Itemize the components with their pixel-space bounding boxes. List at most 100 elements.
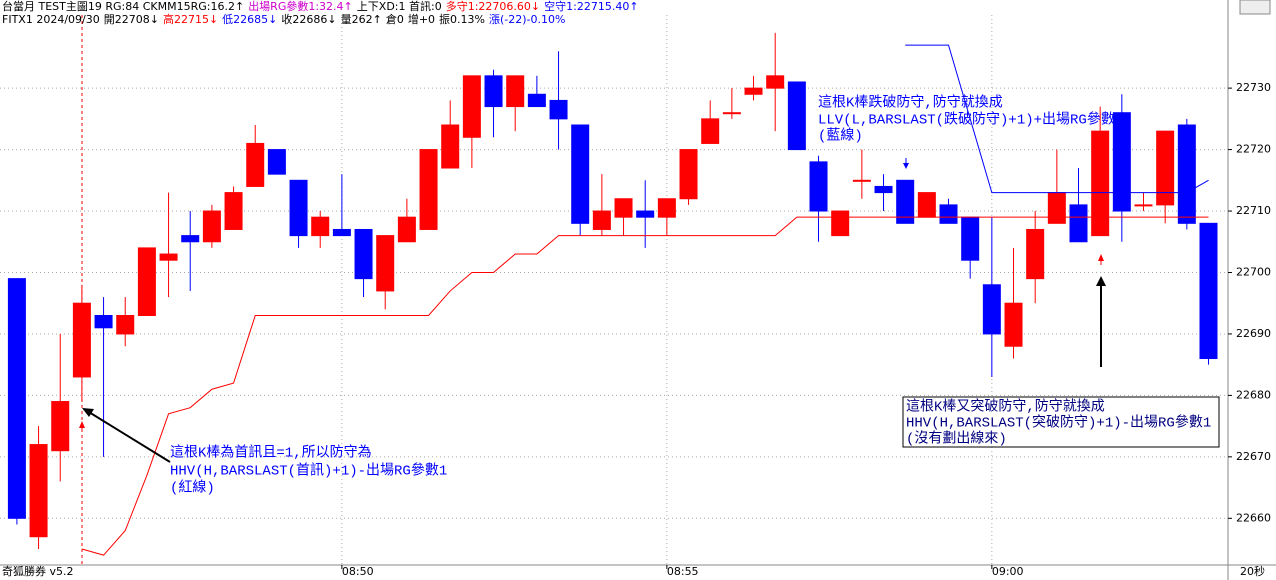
candle-body [354, 228, 373, 280]
arrow-head [82, 408, 94, 417]
candle-body [1091, 130, 1110, 237]
header-item: 增+0 [408, 12, 435, 26]
candle-body [722, 112, 741, 115]
candle-body [116, 315, 135, 335]
candle-body [917, 192, 936, 218]
candle-body [462, 75, 481, 138]
signal-arrow [903, 163, 909, 169]
annotation-text: 這根K棒為首訊且=1,所以防守為 [170, 445, 372, 462]
candle-body [831, 210, 850, 237]
x-tick-label: 08:50 [342, 565, 374, 578]
candle-body [397, 216, 416, 243]
candle-body [202, 210, 221, 243]
annotation-2: 這根K棒跌破防守,防守就換成 LLV(L,BARSLAST(跌破防守)+1)+出… [818, 95, 1123, 145]
candle-body [961, 216, 980, 261]
signal-arrow [79, 421, 85, 428]
candle-body [506, 75, 525, 108]
annotation-1: 這根K棒為首訊且=1,所以防守為 HHV(H,BARSLAST(首訊)+1)-出… [82, 408, 447, 497]
header-item: 倉0 [386, 12, 404, 26]
candle-body [636, 210, 655, 218]
period-label: 20秒 [1240, 564, 1265, 578]
candle-body [982, 284, 1001, 335]
candle-body [29, 444, 48, 538]
candle-body [484, 75, 503, 108]
candle-body [311, 216, 330, 237]
header-item: FITX1 2024/09/30 [2, 13, 100, 26]
header-item: 振0.13% [439, 12, 485, 26]
candle-body [592, 210, 611, 230]
annotation-box [902, 396, 1220, 448]
candle-body [549, 99, 568, 120]
candle-body [1134, 204, 1153, 207]
candle-body [1177, 124, 1196, 224]
y-tick-label: 22690 [1236, 327, 1271, 340]
annotation-3: 這根K棒又突破防守,防守就換成 HHV(H,BARSLAST(突破防守)+1)-… [902, 276, 1220, 448]
candle-body [376, 235, 395, 292]
annotation-text: 這根K棒又突破防守,防守就換成 [906, 399, 1105, 416]
candle-body [51, 401, 70, 452]
candle-body [571, 124, 590, 224]
annotation-text: (沒有劃出線來) [906, 430, 1007, 448]
candle-body [7, 278, 26, 519]
header: 台當月 TEST主圖19 RG:84 CKMM15RG:16.2↑ 出場RG參數1… [2, 0, 639, 26]
header-item: 高22715↓ [163, 12, 218, 26]
candle-body [159, 253, 178, 261]
candle-body [896, 179, 915, 224]
signal-arrow [1098, 254, 1104, 261]
header-line: 台當月 TEST主圖19 RG:84 CKMM15RG:16.2↑ 出場RG參數1… [2, 0, 639, 13]
candle-body [766, 75, 785, 89]
candle-body [441, 124, 460, 169]
annotation-text: 這根K棒跌破防守,防守就換成 [818, 95, 1003, 112]
candle-body [1047, 192, 1066, 224]
candle-body [1004, 302, 1023, 347]
candle-body [419, 149, 438, 230]
x-tick-label: 08:55 [667, 565, 699, 578]
candle-body [267, 149, 286, 175]
candle-body [939, 204, 958, 224]
candle-body [809, 161, 828, 212]
arrow [83, 408, 171, 463]
candle-body [614, 198, 633, 218]
candle-body [527, 93, 546, 108]
header-item: 收22686↓ [281, 12, 336, 26]
footer: 奇狐勝券 v5.2 [2, 564, 74, 578]
candle-body [332, 228, 351, 237]
header-item: 上下XD:1 首訊:0 [357, 0, 442, 13]
candle-body [679, 149, 698, 200]
header-line: FITX1 2024/09/30 開22708↓ 高22715↓ 低22685↓ 收22… [2, 12, 565, 26]
window-button[interactable] [1239, 0, 1271, 15]
header-item: 量262↑ [341, 13, 382, 26]
arrow-head [1096, 276, 1106, 286]
candle-body [787, 81, 806, 151]
y-tick-label: 22720 [1236, 143, 1271, 156]
candle-body [1199, 222, 1218, 360]
annotation-text: HHV(H,BARSLAST(首訊)+1)-出場RG參數1 [170, 463, 447, 480]
header-item: 出場RG參數1:32.4↑ [248, 0, 353, 13]
candle-body [224, 192, 243, 230]
candle-body [657, 198, 676, 218]
header-item: 台當月 TEST主圖19 RG:84 CKMM15RG:16.2↑ [2, 0, 244, 13]
header-item: 漲(-22)-0.10% [489, 13, 565, 26]
annotation-text: (藍線) [818, 128, 863, 145]
header-item: 空守1:22715.40↑ [544, 0, 638, 13]
candle-body [744, 87, 763, 95]
candle-body [701, 118, 720, 144]
y-tick-label: 22710 [1236, 204, 1271, 217]
header-item: 多守1:22706.60↓ [446, 0, 540, 13]
candle-body [94, 315, 113, 329]
annotation-text: LLV(L,BARSLAST(跌破防守)+1)+出場RG參數1 [818, 112, 1123, 129]
candle-body [1156, 130, 1175, 206]
candle-body [246, 142, 265, 187]
candle-body [72, 302, 91, 378]
y-tick-label: 22670 [1236, 450, 1271, 463]
defense-line [81, 216, 1209, 556]
annotation-text: HHV(H,BARSLAST(突破防守)+1)-出場RG參數1 [906, 415, 1211, 432]
candle-body [852, 179, 871, 182]
plot: 22660 22670 22680 22690 22700 22710 22720 22730… [0, 15, 1271, 578]
candle-body [137, 247, 156, 317]
candle-body [874, 185, 893, 194]
candle-body [289, 179, 308, 237]
y-tick-label: 22680 [1236, 388, 1271, 401]
